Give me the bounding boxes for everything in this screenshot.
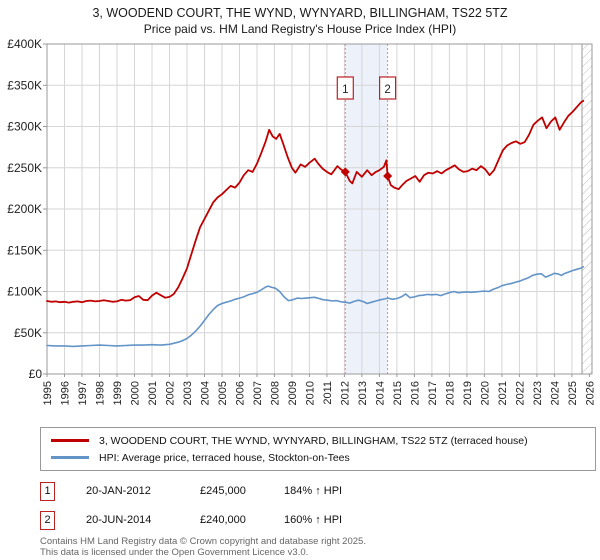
x-tick-label: 1996 [60, 381, 72, 405]
x-tick-label: 2016 [409, 381, 421, 405]
y-tick-label: £250K [7, 161, 42, 175]
x-tick-label: 1998 [95, 381, 107, 405]
legend-item-hpi: HPI: Average price, terraced house, Stoc… [47, 449, 589, 466]
y-tick-label: £150K [7, 243, 42, 257]
x-tick-label: 2007 [252, 381, 264, 405]
x-tick-label: 2000 [130, 381, 142, 405]
x-tick-label: 2010 [304, 381, 316, 405]
sale-marker-diamond [340, 167, 350, 177]
transaction-1-number-badge: 1 [40, 481, 55, 501]
sale-marker-box [379, 76, 397, 100]
sale-marker-label: 2 [384, 84, 390, 96]
y-tick-label: £200K [7, 202, 42, 216]
x-tick-label: 2018 [444, 381, 456, 405]
transaction-2-number-badge: 2 [40, 510, 55, 530]
property-price-line [46, 100, 585, 304]
sale-marker-box [336, 76, 354, 100]
x-tick-label: 2014 [374, 381, 386, 405]
transaction-2-date: 20-JUN-2014 [86, 514, 152, 526]
x-tick-label: 2015 [392, 381, 404, 405]
x-tick-label: 2025 [567, 381, 579, 405]
page-subtitle: Price paid vs. HM Land Registry's House … [143, 22, 457, 36]
transaction-1-hpi-delta: 184% ↑ HPI [284, 485, 343, 497]
y-tick-label: £300K [7, 120, 42, 134]
x-tick-label: 2023 [532, 381, 544, 405]
transaction-1-date: 20-JAN-2012 [86, 485, 151, 497]
transaction-1-price: £245,000 [200, 485, 246, 497]
x-tick-label: 2017 [427, 381, 439, 405]
x-tick-label: 2012 [339, 381, 351, 405]
future-hatch-region [582, 44, 592, 374]
footer-line-1: Contains HM Land Registry data © Crown c… [40, 536, 366, 547]
x-tick-label: 1997 [77, 381, 89, 405]
transaction-2-hpi-delta: 160% ↑ HPI [284, 514, 343, 526]
x-tick-label: 2020 [479, 381, 491, 405]
x-tick-label: 2013 [357, 381, 369, 405]
x-tick-label: 1999 [112, 381, 124, 405]
x-tick-label: 2008 [269, 381, 281, 405]
x-tick-label: 2022 [514, 381, 526, 405]
hpi-line-swatch [51, 456, 89, 459]
y-tick-label: £0 [29, 367, 43, 381]
transaction-2-price: £240,000 [200, 514, 246, 526]
x-tick-label: 2026 [584, 381, 596, 405]
property-line-swatch [51, 439, 89, 442]
sale-marker-label: 1 [342, 84, 348, 96]
x-tick-label: 2001 [147, 381, 159, 405]
title-block: 3, WOODEND COURT, THE WYND, WYNYARD, BIL… [0, 0, 600, 38]
license-footer: Contains HM Land Registry data © Crown c… [40, 536, 600, 558]
x-tick-label: 1995 [42, 381, 54, 405]
x-tick-label: 2009 [287, 381, 299, 405]
y-tick-label: £100K [7, 285, 42, 299]
x-tick-label: 2006 [235, 381, 247, 405]
x-tick-label: 2024 [549, 381, 561, 405]
price-chart: 1 2 £0 £50K £100K £150K £200K £250K £300K £350K £4… [7, 38, 596, 405]
x-tick-label: 2002 [165, 381, 177, 405]
hpi-line [46, 266, 585, 348]
y-tick-label: £350K [7, 78, 42, 92]
x-tick-label: 2004 [200, 381, 212, 405]
legend-label-property: 3, WOODEND COURT, THE WYND, WYNYARD, BIL… [99, 434, 528, 447]
transaction-row-2: 2 20-JUN-2014 £240,000 160% ↑ HPI [40, 509, 600, 531]
legend-label-hpi: HPI: Average price, terraced house, Stoc… [99, 451, 350, 464]
chart-legend: 3, WOODEND COURT, THE WYND, WYNYARD, BIL… [40, 427, 596, 471]
x-tick-label: 2003 [182, 381, 194, 405]
sale-marker-diamond [383, 171, 393, 181]
x-tick-label: 2005 [217, 381, 229, 405]
legend-item-property: 3, WOODEND COURT, THE WYND, WYNYARD, BIL… [47, 432, 589, 449]
x-tick-label: 2021 [497, 381, 509, 405]
page-title: 3, WOODEND COURT, THE WYND, WYNYARD, BIL… [92, 6, 508, 20]
footer-line-2: This data is licensed under the Open Gov… [40, 546, 309, 558]
y-tick-label: £400K [7, 38, 42, 51]
x-tick-label: 2019 [462, 381, 474, 405]
x-tick-label: 2011 [322, 381, 334, 405]
transaction-row-1: 1 20-JAN-2012 £245,000 184% ↑ HPI [40, 480, 600, 502]
y-tick-label: £50K [14, 326, 42, 340]
